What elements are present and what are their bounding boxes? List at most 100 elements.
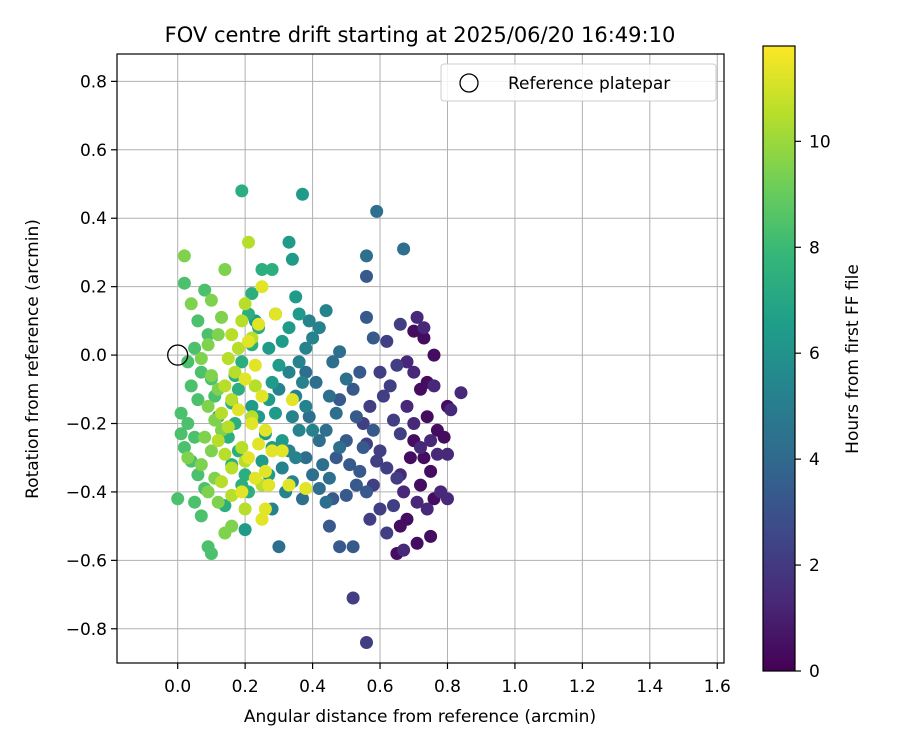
data-point bbox=[306, 423, 320, 437]
data-point bbox=[198, 430, 212, 444]
x-tick-label: 1.2 bbox=[569, 677, 596, 697]
data-point bbox=[255, 263, 269, 276]
data-point bbox=[225, 328, 239, 342]
data-point bbox=[235, 314, 249, 328]
data-point bbox=[400, 355, 414, 369]
data-point bbox=[252, 437, 266, 451]
data-point bbox=[289, 290, 303, 304]
data-point bbox=[316, 458, 330, 472]
colorbar-tick-label: 8 bbox=[809, 238, 820, 258]
data-point bbox=[285, 393, 299, 407]
data-point bbox=[360, 249, 373, 263]
data-point bbox=[177, 249, 191, 263]
data-point bbox=[181, 417, 195, 430]
data-point bbox=[211, 495, 225, 509]
data-point bbox=[188, 341, 202, 355]
data-point bbox=[242, 235, 255, 249]
data-point bbox=[441, 492, 454, 506]
data-point bbox=[174, 427, 188, 441]
data-point bbox=[427, 379, 441, 393]
data-point bbox=[245, 287, 259, 300]
data-point bbox=[296, 492, 309, 506]
data-point bbox=[302, 410, 316, 424]
data-point bbox=[299, 399, 313, 413]
data-point bbox=[242, 334, 255, 348]
legend: Reference platepar bbox=[440, 63, 717, 102]
legend-label: Reference platepar bbox=[508, 74, 670, 94]
data-point bbox=[373, 502, 387, 516]
x-tick-label: 1.0 bbox=[501, 677, 528, 697]
data-point bbox=[262, 478, 276, 492]
y-tick-label: −0.2 bbox=[66, 415, 107, 435]
data-point bbox=[181, 355, 195, 369]
data-point bbox=[231, 341, 245, 355]
data-point bbox=[292, 307, 306, 321]
data-point bbox=[346, 382, 360, 396]
data-point bbox=[403, 451, 417, 465]
data-point bbox=[380, 526, 394, 540]
data-point bbox=[282, 321, 296, 335]
data-point bbox=[424, 464, 438, 478]
data-point bbox=[346, 540, 360, 554]
data-point bbox=[181, 451, 195, 465]
data-point bbox=[360, 310, 373, 324]
data-point bbox=[248, 379, 262, 393]
data-point bbox=[269, 406, 282, 420]
data-point bbox=[299, 451, 313, 465]
data-point bbox=[282, 235, 296, 249]
data-point bbox=[235, 355, 249, 369]
data-point bbox=[225, 461, 239, 475]
data-point bbox=[292, 423, 306, 437]
data-point bbox=[353, 365, 367, 379]
data-point bbox=[322, 471, 336, 485]
data-point bbox=[245, 399, 259, 413]
data-point bbox=[306, 468, 320, 482]
data-point bbox=[265, 263, 279, 276]
data-point bbox=[397, 242, 411, 256]
data-point bbox=[248, 471, 262, 485]
data-point bbox=[339, 488, 353, 502]
y-tick-label: −0.6 bbox=[66, 551, 107, 571]
data-point bbox=[235, 441, 249, 454]
data-point bbox=[177, 441, 191, 454]
colorbar-frame bbox=[762, 45, 796, 672]
data-point bbox=[444, 403, 458, 417]
data-point bbox=[204, 547, 218, 560]
data-point bbox=[329, 406, 343, 420]
data-point bbox=[312, 482, 326, 495]
data-point bbox=[194, 509, 208, 523]
data-point bbox=[238, 502, 252, 516]
data-point bbox=[174, 406, 188, 420]
data-point bbox=[215, 310, 228, 324]
data-point bbox=[177, 276, 191, 290]
data-point bbox=[265, 444, 279, 458]
x-tick-label: 0.0 bbox=[164, 677, 191, 697]
data-point bbox=[299, 365, 313, 379]
data-points bbox=[171, 184, 468, 649]
data-point bbox=[265, 375, 279, 389]
data-point bbox=[282, 365, 296, 379]
data-point bbox=[410, 495, 424, 509]
data-point bbox=[255, 512, 269, 526]
data-point bbox=[272, 358, 286, 372]
colorbar-tick-label: 0 bbox=[809, 662, 820, 682]
data-point bbox=[309, 375, 323, 389]
data-point bbox=[333, 345, 347, 359]
colorbar-ticks: 0 2 4 6 8 10 bbox=[795, 132, 831, 682]
data-point bbox=[441, 447, 454, 461]
data-point bbox=[360, 636, 373, 649]
data-point bbox=[393, 519, 407, 533]
x-tick-label: 0.6 bbox=[367, 677, 394, 697]
y-tick-label: 0.4 bbox=[80, 209, 107, 229]
data-point bbox=[380, 334, 394, 348]
x-tick-label: 0.2 bbox=[232, 677, 259, 697]
data-point bbox=[407, 324, 421, 338]
data-point bbox=[353, 464, 367, 478]
x-tick-label: 0.4 bbox=[299, 677, 326, 697]
data-point bbox=[258, 502, 272, 516]
colorbar-tick-label: 10 bbox=[809, 132, 831, 152]
data-point bbox=[312, 321, 326, 335]
data-point bbox=[238, 523, 252, 537]
y-tick-label: −0.8 bbox=[66, 620, 107, 640]
data-point bbox=[218, 447, 232, 461]
